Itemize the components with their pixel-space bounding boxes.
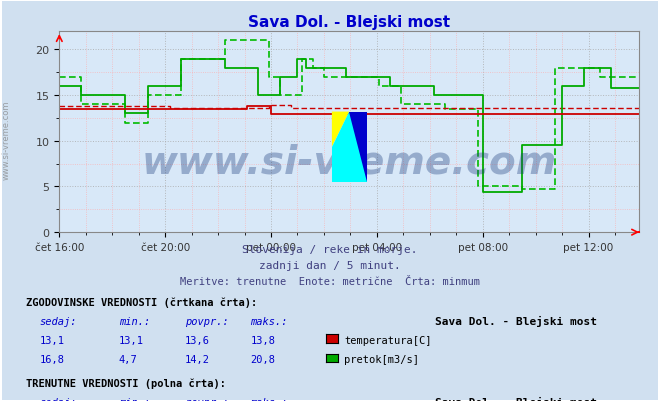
Text: pretok[m3/s]: pretok[m3/s] [344,354,419,365]
Title: Sava Dol. - Blejski most: Sava Dol. - Blejski most [248,14,450,30]
Text: www.si-vreme.com: www.si-vreme.com [142,144,557,181]
Text: Meritve: trenutne  Enote: metrične  Črta: minmum: Meritve: trenutne Enote: metrične Črta: … [179,277,480,287]
Text: sedaj:: sedaj: [40,397,77,401]
Text: povpr.:: povpr.: [185,316,228,326]
Text: zadnji dan / 5 minut.: zadnji dan / 5 minut. [258,261,401,271]
Text: Slovenija / reke in morje.: Slovenija / reke in morje. [242,245,417,255]
Text: 13,1: 13,1 [40,335,65,345]
Polygon shape [332,112,366,182]
Text: maks.:: maks.: [250,316,288,326]
Text: 13,8: 13,8 [250,335,275,345]
Text: 16,8: 16,8 [40,354,65,365]
Text: Sava Dol. - Blejski most: Sava Dol. - Blejski most [435,315,597,326]
Text: 20,8: 20,8 [250,354,275,365]
Text: Sava Dol. - Blejski most: Sava Dol. - Blejski most [435,396,597,401]
Text: 13,6: 13,6 [185,335,210,345]
Text: maks.:: maks.: [250,397,288,401]
Text: ZGODOVINSKE VREDNOSTI (črtkana črta):: ZGODOVINSKE VREDNOSTI (črtkana črta): [26,296,258,307]
Text: TRENUTNE VREDNOSTI (polna črta):: TRENUTNE VREDNOSTI (polna črta): [26,377,226,388]
Text: povpr.:: povpr.: [185,397,228,401]
Polygon shape [349,112,366,182]
Text: 4,7: 4,7 [119,354,137,365]
Text: min.:: min.: [119,316,150,326]
Text: 14,2: 14,2 [185,354,210,365]
Polygon shape [332,112,349,148]
Text: sedaj:: sedaj: [40,316,77,326]
Text: 13,1: 13,1 [119,335,144,345]
Text: www.si-vreme.com: www.si-vreme.com [2,101,11,180]
Text: min.:: min.: [119,397,150,401]
Text: temperatura[C]: temperatura[C] [344,335,432,345]
